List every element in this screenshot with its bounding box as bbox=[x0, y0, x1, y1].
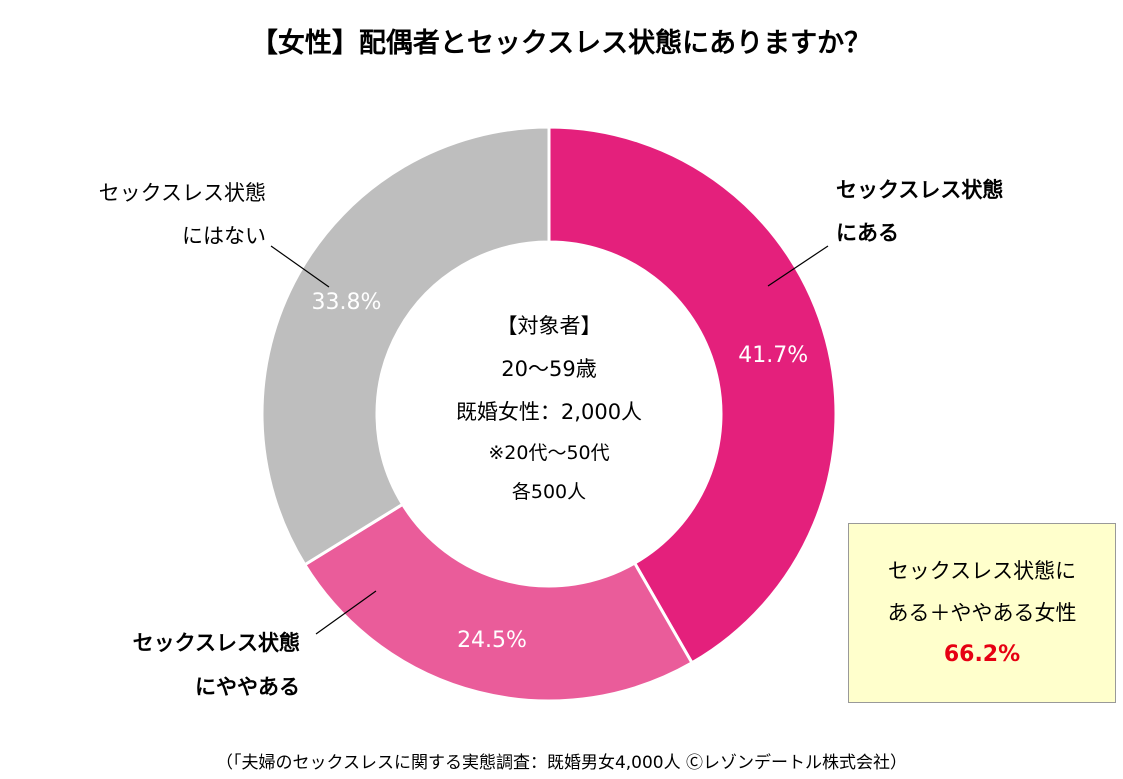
leader-line-yaya bbox=[315, 590, 377, 635]
chart-title: 【女性】配偶者とセックスレス状態にありますか？ bbox=[251, 27, 871, 59]
center-line-count: 既婚女性：2,000人 bbox=[456, 400, 642, 424]
source-note: （「夫婦のセックスレスに関する実態調査：既婚男女4,000人 Ⓒレゾンデートル株… bbox=[215, 753, 908, 773]
legend-yaya-line2: にややある bbox=[195, 675, 300, 699]
legend-yaya-line1: セックスレス状態 bbox=[133, 631, 300, 655]
donut-slice-aru bbox=[547, 125, 838, 665]
legend-aru-line2: にある bbox=[836, 221, 899, 245]
center-line-note: ※20代～50代 bbox=[488, 442, 609, 464]
center-line-age: 20～59歳 bbox=[501, 357, 596, 381]
legend-nai-line2: にはない bbox=[182, 224, 266, 248]
donut-slice-yaya bbox=[302, 502, 695, 703]
center-line-target: 【対象者】 bbox=[497, 314, 602, 338]
summary-line2: ある＋ややある女性 bbox=[887, 601, 1077, 625]
summary-value: 66.2% bbox=[943, 642, 1021, 667]
summary-line1: セックスレス状態に bbox=[887, 559, 1077, 583]
slice-label-aru: 41.7% bbox=[738, 343, 808, 368]
center-info: 【対象者】 20～59歳 既婚女性：2,000人 ※20代～50代 各500人 bbox=[456, 314, 642, 503]
leader-line-nai bbox=[270, 245, 330, 288]
legend-label-aru: セックスレス状態 にある bbox=[836, 178, 1003, 245]
legend-label-nai: セックスレス状態 にはない bbox=[99, 181, 266, 248]
leader-line-aru bbox=[767, 245, 829, 287]
legend-nai-line1: セックスレス状態 bbox=[99, 181, 266, 205]
legend-label-yaya: セックスレス状態 にややある bbox=[133, 631, 300, 699]
legend-aru-line1: セックスレス状態 bbox=[836, 178, 1003, 202]
donut-slice-nai bbox=[260, 125, 551, 567]
summary-box: セックスレス状態に ある＋ややある女性 66.2% bbox=[848, 523, 1116, 703]
slice-label-yaya: 24.5% bbox=[457, 628, 527, 653]
donut-slices bbox=[260, 125, 838, 703]
slice-value-labels: 41.7% 24.5% 33.8% bbox=[311, 290, 808, 653]
slice-label-nai: 33.8% bbox=[311, 290, 381, 315]
center-line-each: 各500人 bbox=[512, 481, 586, 503]
